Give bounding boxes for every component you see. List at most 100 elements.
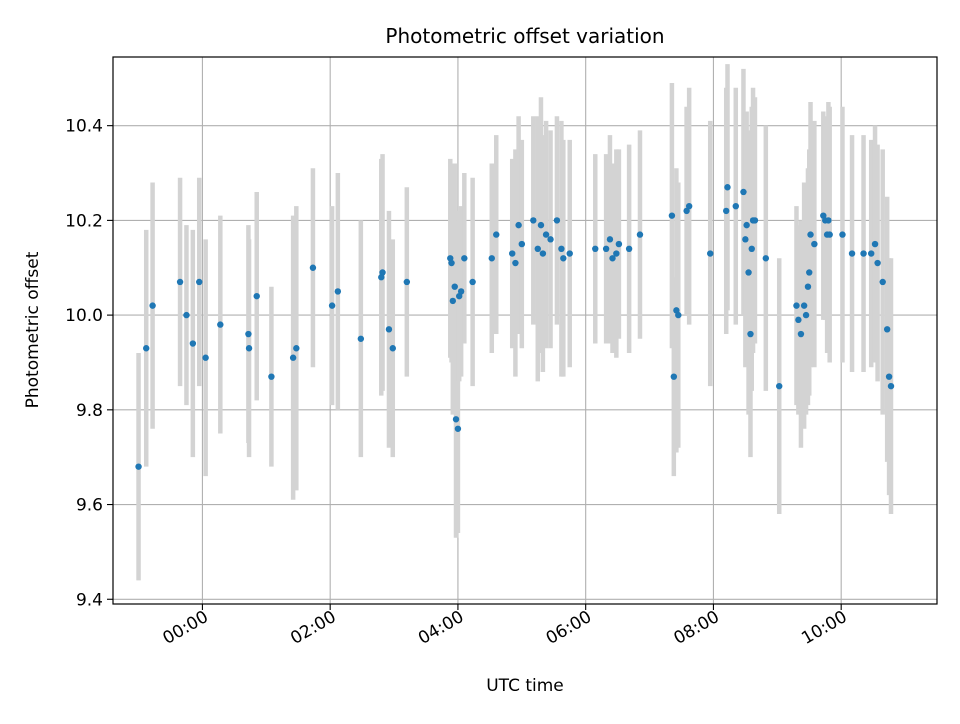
data-point: [245, 345, 253, 352]
data-point: [742, 236, 749, 243]
y-tick-label: 10.0: [65, 306, 103, 326]
data-point: [748, 245, 755, 253]
plot-frame: [112, 56, 938, 605]
data-point: [751, 217, 759, 224]
y-tick-label: 9.8: [76, 401, 103, 421]
data-point: [518, 240, 526, 248]
data-point: [547, 236, 554, 243]
data-point: [776, 382, 783, 390]
data-point: [558, 245, 565, 253]
data-point: [683, 207, 690, 215]
data-point: [245, 330, 252, 338]
data-point: [723, 207, 730, 215]
data-point: [143, 345, 150, 352]
data-point: [135, 463, 142, 470]
data-point: [357, 335, 365, 342]
data-point: [293, 345, 300, 352]
data-point: [196, 278, 203, 286]
y-tick-label: 9.4: [76, 590, 103, 610]
data-point: [449, 297, 457, 305]
data-point: [457, 288, 465, 295]
data-point: [183, 311, 190, 319]
data-point: [334, 288, 342, 295]
data-point: [268, 373, 275, 380]
data-point: [452, 416, 460, 423]
data-point: [860, 250, 867, 257]
data-point: [149, 302, 156, 309]
data-point: [537, 221, 545, 229]
data-point: [668, 212, 676, 219]
data-point: [189, 340, 197, 347]
data-point: [539, 250, 547, 257]
data-point: [534, 245, 541, 253]
y-tick-label: 10.4: [65, 117, 103, 137]
data-point: [309, 264, 317, 271]
data-point: [602, 245, 610, 253]
data-point: [883, 326, 891, 333]
data-point: [512, 259, 519, 267]
data-point: [253, 292, 260, 300]
data-point: [797, 330, 805, 338]
data-point: [885, 373, 893, 380]
data-point: [825, 217, 832, 224]
data-point: [806, 269, 813, 276]
data-point: [795, 316, 802, 324]
data-point: [685, 202, 693, 210]
data-point: [509, 250, 516, 257]
data-point: [707, 250, 714, 257]
data-point: [743, 221, 750, 229]
data-point: [289, 354, 297, 361]
data-point: [609, 255, 616, 262]
data-point: [613, 250, 620, 257]
data-point: [566, 250, 573, 257]
data-point: [379, 269, 386, 276]
data-point: [176, 278, 184, 286]
data-point: [800, 302, 808, 309]
data-point: [670, 373, 678, 380]
data-point: [839, 231, 846, 238]
data-point: [793, 302, 800, 309]
data-point: [868, 250, 875, 257]
data-point: [826, 231, 833, 238]
data-point: [515, 221, 522, 229]
data-point: [389, 345, 396, 352]
data-point: [887, 382, 895, 390]
data-point: [874, 259, 881, 267]
data-point: [592, 245, 599, 253]
data-point: [615, 240, 623, 248]
data-point: [732, 202, 739, 210]
data-point: [202, 354, 209, 361]
data-point: [804, 283, 812, 290]
data-point: [542, 231, 550, 238]
data-point: [675, 311, 682, 319]
data-point: [461, 255, 468, 262]
data-point: [493, 231, 500, 238]
data-point: [762, 255, 770, 262]
data-point: [403, 278, 411, 286]
data-point: [848, 250, 856, 257]
data-point: [807, 231, 814, 238]
data-point: [488, 255, 495, 262]
data-point: [745, 269, 752, 276]
data-point: [811, 240, 818, 248]
data-point: [448, 259, 455, 267]
data-point: [747, 330, 754, 338]
chart-title: Photometric offset variation: [385, 24, 664, 48]
data-point: [451, 283, 458, 290]
data-point: [217, 321, 224, 328]
data-point: [625, 245, 633, 253]
data-points: [135, 184, 895, 470]
data-point: [553, 217, 561, 224]
y-axis-label: Photometric offset: [23, 251, 43, 408]
data-point: [560, 255, 567, 262]
data-point: [385, 326, 393, 333]
data-point: [879, 278, 886, 286]
data-point: [871, 240, 879, 248]
y-tick-label: 10.2: [65, 211, 103, 231]
data-point: [636, 231, 644, 238]
data-point: [802, 311, 810, 319]
y-tick-label: 9.6: [76, 496, 103, 516]
x-axis-label: UTC time: [486, 676, 564, 696]
